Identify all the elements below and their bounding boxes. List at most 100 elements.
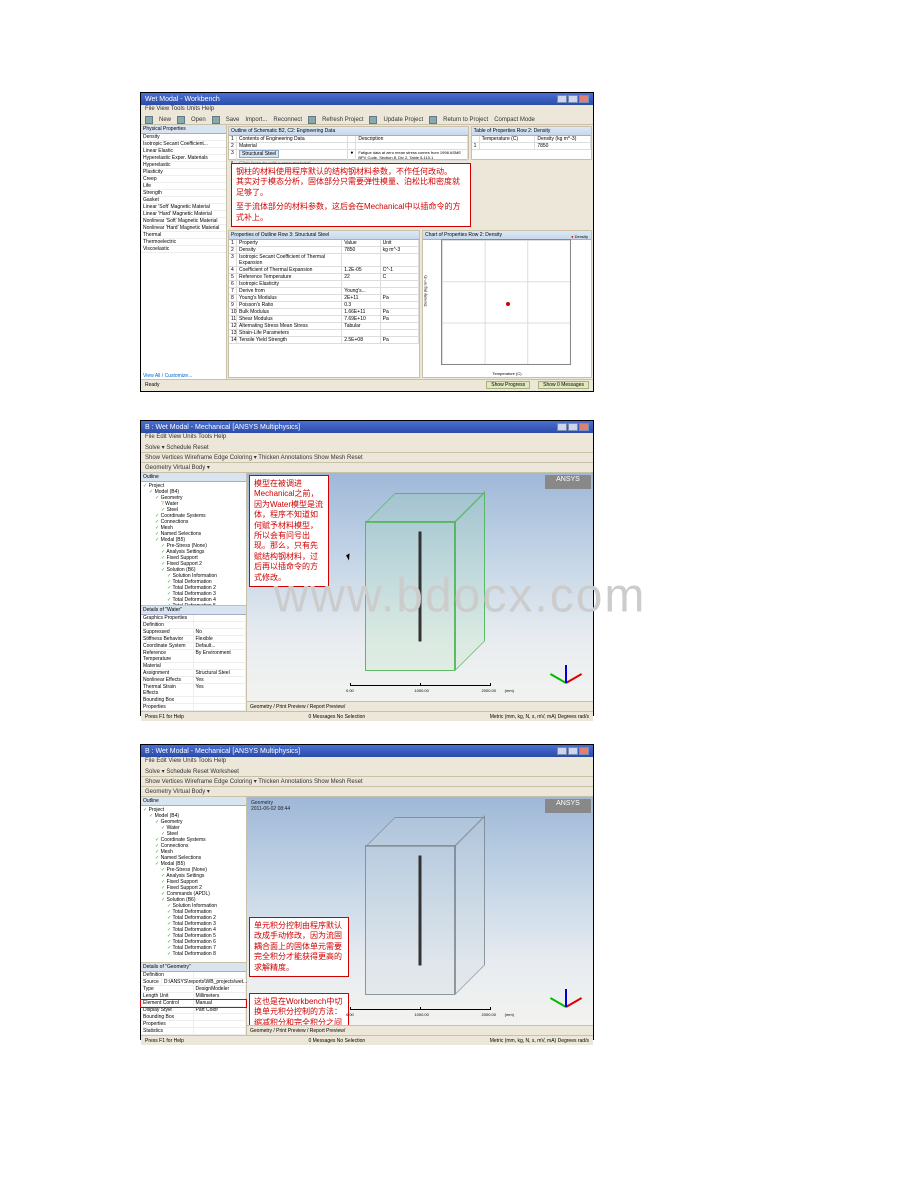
details-row[interactable]: Reference TemperatureBy Environment <box>141 650 246 663</box>
toolbox-item[interactable]: Density <box>141 134 226 141</box>
toolbar-label[interactable]: New <box>159 117 171 123</box>
details-row[interactable]: Stiffness BehaviorFlexible <box>141 636 246 643</box>
toolbox-item[interactable]: Creep <box>141 176 226 183</box>
property-row[interactable]: 7Derive fromYoung's... <box>229 288 419 295</box>
show-progress-button[interactable]: Show Progress <box>486 381 530 389</box>
details-row[interactable]: Definition <box>141 972 246 979</box>
toolbar-label[interactable]: Return to Project <box>443 117 488 123</box>
details-row[interactable]: Element ControlManual <box>141 1000 246 1007</box>
toolbar-label[interactable]: Open <box>191 117 206 123</box>
toolbar-1[interactable]: Solve ▾ Schedule Reset Worksheet <box>141 767 593 777</box>
details-row[interactable]: Bounding Box <box>141 697 246 704</box>
property-row[interactable]: 11Shear Modulus7.69E+10Pa <box>229 316 419 323</box>
property-row[interactable]: 8Young's Modulus2E+11Pa <box>229 295 419 302</box>
close-icon[interactable] <box>579 423 589 431</box>
property-row[interactable]: 6Isotropic Elasticity <box>229 281 419 288</box>
toolbar-label[interactable]: Import... <box>245 117 267 123</box>
toolbar-label[interactable]: Compact Mode <box>494 117 535 123</box>
view-tabs[interactable]: Geometry / Print Preview / Report Previe… <box>247 701 593 711</box>
toolbar-label[interactable]: Refresh Project <box>322 117 363 123</box>
window-buttons <box>557 747 589 755</box>
toolbar-2[interactable]: Show Vertices Wireframe Edge Coloring ▾ … <box>141 453 593 463</box>
property-row[interactable]: 13Strain-Life Parameters <box>229 330 419 337</box>
property-row[interactable]: 3Isotropic Secant Coefficient of Thermal… <box>229 254 419 267</box>
view-tabs[interactable]: Geometry / Print Preview / Report Previe… <box>247 1025 593 1035</box>
refresh-icon[interactable] <box>308 116 316 124</box>
toolbox-item[interactable]: Nonlinear 'Soft' Magnetic Material <box>141 218 226 225</box>
toolbox-item[interactable]: Linear 'Hard' Magnetic Material <box>141 211 226 218</box>
toolbox-item[interactable]: Life <box>141 183 226 190</box>
maximize-icon[interactable] <box>568 423 578 431</box>
toolbox-item[interactable]: Plasticity <box>141 169 226 176</box>
tree-node[interactable]: ✓ Total Deformation 8 <box>143 951 244 957</box>
open-icon[interactable] <box>177 116 185 124</box>
properties-grid: Properties of Outline Row 3: Structural … <box>228 230 420 378</box>
toolbar-label[interactable]: Save <box>226 117 240 123</box>
property-row[interactable]: 4Coefficient of Thermal Expansion1.2E-05… <box>229 267 419 274</box>
details-row[interactable]: TypeDesignModeler <box>141 986 246 993</box>
update-icon[interactable] <box>369 116 377 124</box>
status-bar: Press F1 for Help 0 Messages No Selectio… <box>141 711 593 721</box>
property-row[interactable]: 14Tensile Yield Strength2.5E+08Pa <box>229 337 419 344</box>
toolbox-item[interactable]: Thermal <box>141 232 226 239</box>
details-row[interactable]: Thermal Strain EffectsYes <box>141 684 246 697</box>
details-row[interactable]: Nonlinear EffectsYes <box>141 677 246 684</box>
toolbox-item[interactable]: Isotropic Secant Coefficient... <box>141 141 226 148</box>
toolbox-item[interactable]: Nonlinear 'Hard' Magnetic Material <box>141 225 226 232</box>
minimize-icon[interactable] <box>557 747 567 755</box>
details-row[interactable]: Properties <box>141 704 246 711</box>
details-row[interactable]: Definition <box>141 622 246 629</box>
return-icon[interactable] <box>429 116 437 124</box>
toolbar-3[interactable]: Geometry Virtual Body ▾ <box>141 463 593 473</box>
toolbar-1[interactable]: Solve ▾ Schedule Reset <box>141 443 593 453</box>
toolbox-item[interactable]: Linear Elastic <box>141 148 226 155</box>
outline-tree[interactable]: Outline ✓ Project✓ Model (B4)✓ Geometry?… <box>141 473 246 605</box>
menu-bar[interactable]: File View Tools Units Help <box>141 105 593 115</box>
toolbar-3[interactable]: Geometry Virtual Body ▾ <box>141 787 593 797</box>
toolbox-item[interactable]: Hyperelastic <box>141 162 226 169</box>
save-icon[interactable] <box>212 116 220 124</box>
outline-tree[interactable]: Outline ✓ Project✓ Model (B4)✓ Geometry✓… <box>141 797 246 962</box>
graphics-viewport[interactable]: Geometry 2011-06-02 08:44 ANSYS 单元积分控制由程… <box>247 797 593 1035</box>
toolbar-label[interactable]: Reconnect <box>273 117 302 123</box>
property-row[interactable]: 12Alternating Stress Mean StressTabular <box>229 323 419 330</box>
details-row[interactable]: Display StylePart Color <box>141 1007 246 1014</box>
toolbar-label[interactable]: Update Project <box>383 117 423 123</box>
minimize-icon[interactable] <box>557 423 567 431</box>
details-row[interactable]: Properties <box>141 1021 246 1028</box>
details-row[interactable]: AssignmentStructural Steel <box>141 670 246 677</box>
details-row[interactable]: Graphics Properties <box>141 615 246 622</box>
details-row[interactable]: Coordinate SystemDefault... <box>141 643 246 650</box>
details-row[interactable]: Material <box>141 663 246 670</box>
toolbar-2[interactable]: Show Vertices Wireframe Edge Coloring ▾ … <box>141 777 593 787</box>
structural-steel-button[interactable]: Structural Steel <box>239 150 279 158</box>
minimize-icon[interactable] <box>557 95 567 103</box>
property-row[interactable]: 10Bulk Modulus1.66E+11Pa <box>229 309 419 316</box>
property-row[interactable]: 5Reference Temperature22C <box>229 274 419 281</box>
maximize-icon[interactable] <box>568 747 578 755</box>
toolbox-item[interactable]: Thermoelectric <box>141 239 226 246</box>
menu-bar[interactable]: File Edit View Units Tools Help <box>141 433 593 443</box>
property-row[interactable]: 2Density7850kg m^-3 <box>229 247 419 254</box>
close-icon[interactable] <box>579 95 589 103</box>
toolbox-item[interactable]: Viscoelastic <box>141 246 226 253</box>
new-icon[interactable] <box>145 116 153 124</box>
graphics-viewport[interactable]: Geometry 2011-06-02 08:42 ANSYS 模型在被调进Me… <box>247 473 593 711</box>
close-icon[interactable] <box>579 747 589 755</box>
toolbox-item[interactable]: Linear 'Soft' Magnetic Material <box>141 204 226 211</box>
menu-bar[interactable]: File Edit View Units Tools Help <box>141 757 593 767</box>
toolbox-item[interactable]: Gasket <box>141 197 226 204</box>
toolbox-item[interactable]: Hyperelastic Exper. Materials <box>141 155 226 162</box>
details-row[interactable]: Statistics <box>141 1028 246 1035</box>
details-row[interactable]: SuppressedNo <box>141 629 246 636</box>
details-row[interactable]: Bounding Box <box>141 1014 246 1021</box>
details-row[interactable]: Length UnitMillimeters <box>141 993 246 1000</box>
view-all-link[interactable]: View All / Customize... <box>143 373 192 379</box>
toolbar[interactable]: New Open Save Import... Reconnect Refres… <box>141 115 593 125</box>
property-row[interactable]: 9Poisson's Ratio0.3 <box>229 302 419 309</box>
toolbox-item[interactable]: Strength <box>141 190 226 197</box>
maximize-icon[interactable] <box>568 95 578 103</box>
show-messages-button[interactable]: Show 0 Messages <box>538 381 589 389</box>
details-row[interactable]: SourceD:\ANSYS\reports\WB_projects\wet..… <box>141 979 246 986</box>
axis-triad <box>547 975 583 1011</box>
